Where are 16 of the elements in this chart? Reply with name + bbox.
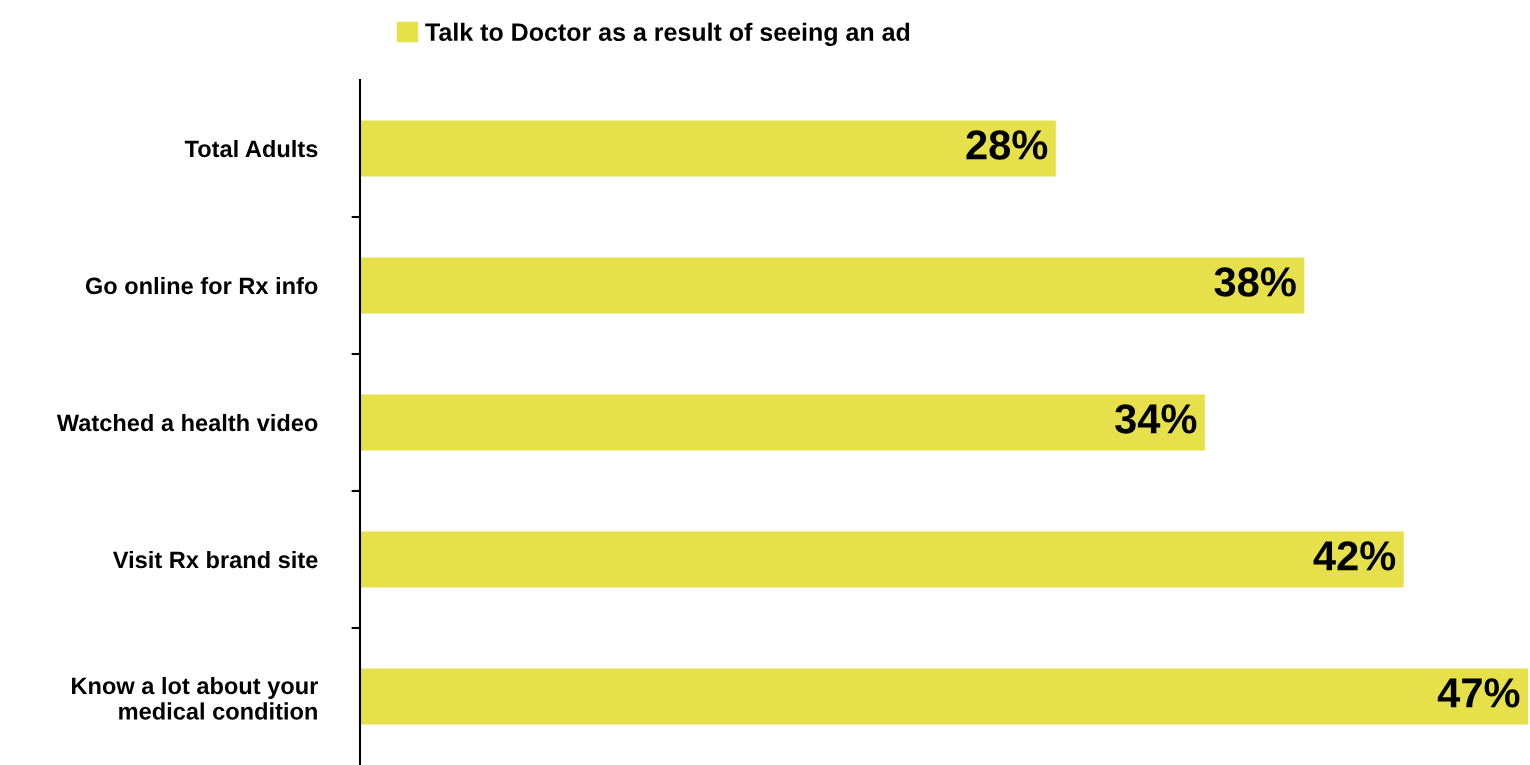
legend-label: Talk to Doctor as a result of seeing an ad [425,22,910,47]
data-label: 47% [1437,678,1520,708]
data-label: 34% [1115,404,1197,434]
bar [360,394,1205,451]
bar [360,257,1305,314]
y-tick-label: Go online for Rx info [85,276,318,295]
data-label: 38% [1214,267,1296,297]
bar [360,668,1528,725]
data-label: 28% [966,130,1048,160]
y-tick-label: Visit Rx brand site [112,550,318,569]
bar [360,120,1056,177]
y-tick-label: Total Adults [184,139,318,158]
y-tick-label: Know a lot about your medical condition [72,676,318,720]
y-tick-label: Watched a health video [56,413,318,432]
bar [360,531,1404,588]
data-label: 42% [1313,541,1396,571]
